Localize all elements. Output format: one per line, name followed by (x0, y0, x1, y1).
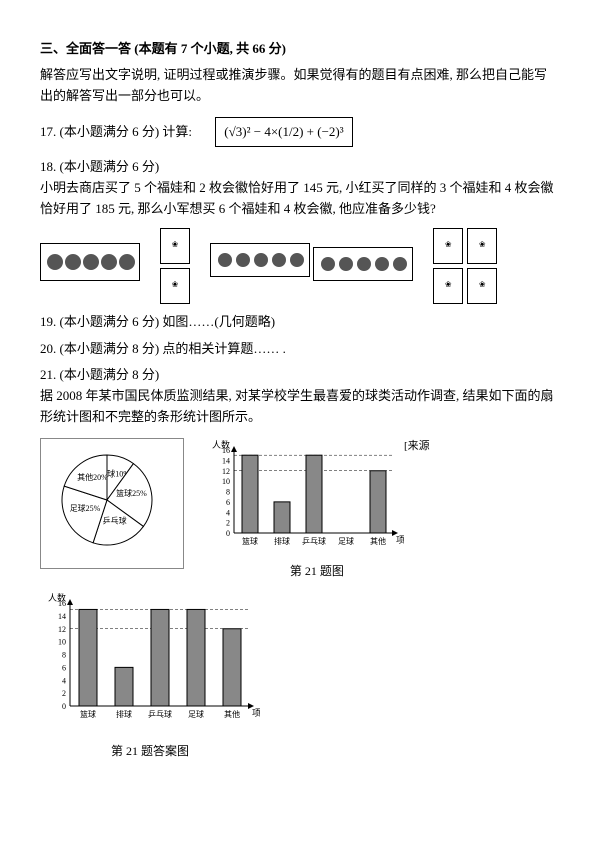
svg-text:4: 4 (226, 508, 230, 517)
stamps-left: ❀ ❀ (160, 228, 190, 304)
fuwa-group-left (40, 243, 140, 288)
bar-chart-2-wrap: 人数项目0246810121416篮球排球乒乓球足球其他 第 21 题答案图 (40, 591, 555, 761)
fuwa-set-5c (313, 247, 413, 281)
stamp-icon: ❀ (467, 268, 497, 304)
charts-row-1: 排球10%篮球25%乒乓球足球25%其他20% 人数项目024681012141… (40, 438, 555, 581)
bar2-caption: 第 21 题答案图 (40, 742, 260, 761)
svg-text:篮球25%: 篮球25% (116, 488, 147, 498)
svg-text:6: 6 (226, 498, 230, 507)
fuwa-illustration: ❀ ❀ ❀ ❀ ❀ ❀ (40, 228, 555, 304)
extra-annotation: [来源 (404, 438, 430, 456)
fuwa-set-5 (40, 243, 140, 281)
bar-chart-1: 人数项目0246810121416篮球排球乒乓球足球其他 (204, 438, 404, 558)
svg-text:16: 16 (58, 599, 66, 608)
stamp-icon: ❀ (433, 228, 463, 264)
svg-text:10: 10 (58, 638, 66, 647)
svg-text:足球: 足球 (338, 536, 354, 546)
p20-text: 点的相关计算题…… . (162, 341, 286, 356)
problem-18: 18. (本小题满分 6 分) 小明去商店买了 5 个福娃和 2 枚会徽恰好用了… (40, 157, 555, 303)
svg-text:项目: 项目 (396, 535, 404, 545)
stamp-icon: ❀ (160, 228, 190, 264)
p18-text: 小明去商店买了 5 个福娃和 2 枚会徽恰好用了 145 元, 小红买了同样的 … (40, 178, 555, 220)
svg-text:其他: 其他 (224, 709, 240, 719)
p17-title: 17. (本小题满分 6 分) (40, 124, 159, 139)
svg-text:12: 12 (58, 625, 66, 634)
p17-text: 计算: (162, 124, 192, 139)
svg-text:乒乓球: 乒乓球 (103, 515, 127, 525)
svg-text:14: 14 (58, 612, 66, 621)
svg-text:乒乓球: 乒乓球 (302, 536, 326, 546)
svg-text:乒乓球: 乒乓球 (148, 709, 172, 719)
p21-title: 21. (本小题满分 8 分) (40, 365, 555, 386)
p17-formula: (√3)² − 4×(1/2) + (−2)³ (215, 117, 352, 148)
svg-text:10: 10 (222, 477, 230, 486)
svg-text:16: 16 (222, 446, 230, 455)
bar-chart-1-wrap: 人数项目0246810121416篮球排球乒乓球足球其他 [来源 第 21 题图 (204, 438, 430, 581)
p20-title: 20. (本小题满分 8 分) (40, 341, 159, 356)
stamp-icon: ❀ (467, 228, 497, 264)
fuwa-group-right (210, 243, 413, 288)
svg-text:排球: 排球 (274, 536, 290, 546)
stamp-icon: ❀ (433, 268, 463, 304)
svg-text:项目: 项目 (252, 708, 260, 718)
bar-chart-2: 人数项目0246810121416篮球排球乒乓球足球其他 (40, 591, 260, 731)
svg-text:篮球: 篮球 (80, 709, 96, 719)
svg-text:14: 14 (222, 456, 230, 465)
p18-title: 18. (本小题满分 6 分) (40, 157, 555, 178)
svg-text:足球25%: 足球25% (70, 503, 101, 513)
bar1-caption: 第 21 题图 (204, 562, 430, 581)
svg-text:0: 0 (62, 702, 66, 711)
stamps-right: ❀ ❀ ❀ ❀ (433, 228, 497, 304)
svg-text:2: 2 (226, 518, 230, 527)
svg-text:12: 12 (222, 467, 230, 476)
section-header: 三、全面答一答 (本题有 7 个小题, 共 66 分) (40, 38, 555, 57)
p21-text: 据 2008 年某市国民体质监测结果, 对某学校学生最喜爱的球类活动作调查, 结… (40, 386, 555, 428)
stamp-icon: ❀ (160, 268, 190, 304)
svg-text:其他20%: 其他20% (77, 472, 108, 482)
problem-19: 19. (本小题满分 6 分) 如图……(几何题略) (40, 312, 555, 333)
fuwa-set-5b (210, 243, 310, 277)
pie-chart: 排球10%篮球25%乒乓球足球25%其他20% (40, 438, 184, 569)
svg-text:其他: 其他 (370, 536, 386, 546)
svg-text:排球: 排球 (116, 709, 132, 719)
svg-text:足球: 足球 (188, 709, 204, 719)
problem-20: 20. (本小题满分 8 分) 点的相关计算题…… . (40, 339, 555, 360)
problem-21: 21. (本小题满分 8 分) 据 2008 年某市国民体质监测结果, 对某学校… (40, 365, 555, 761)
svg-text:6: 6 (62, 663, 66, 672)
section-note: 解答应写出文字说明, 证明过程或推演步骤。如果觉得有的题目有点困难, 那么把自己… (40, 65, 555, 107)
p19-title: 19. (本小题满分 6 分) (40, 314, 159, 329)
svg-text:2: 2 (62, 689, 66, 698)
svg-text:8: 8 (62, 650, 66, 659)
svg-text:0: 0 (226, 529, 230, 538)
problem-17: 17. (本小题满分 6 分) 计算: (√3)² − 4×(1/2) + (−… (40, 113, 555, 152)
p19-text: 如图……(几何题略) (162, 314, 275, 329)
svg-text:8: 8 (226, 487, 230, 496)
svg-text:篮球: 篮球 (242, 536, 258, 546)
svg-text:4: 4 (62, 676, 66, 685)
